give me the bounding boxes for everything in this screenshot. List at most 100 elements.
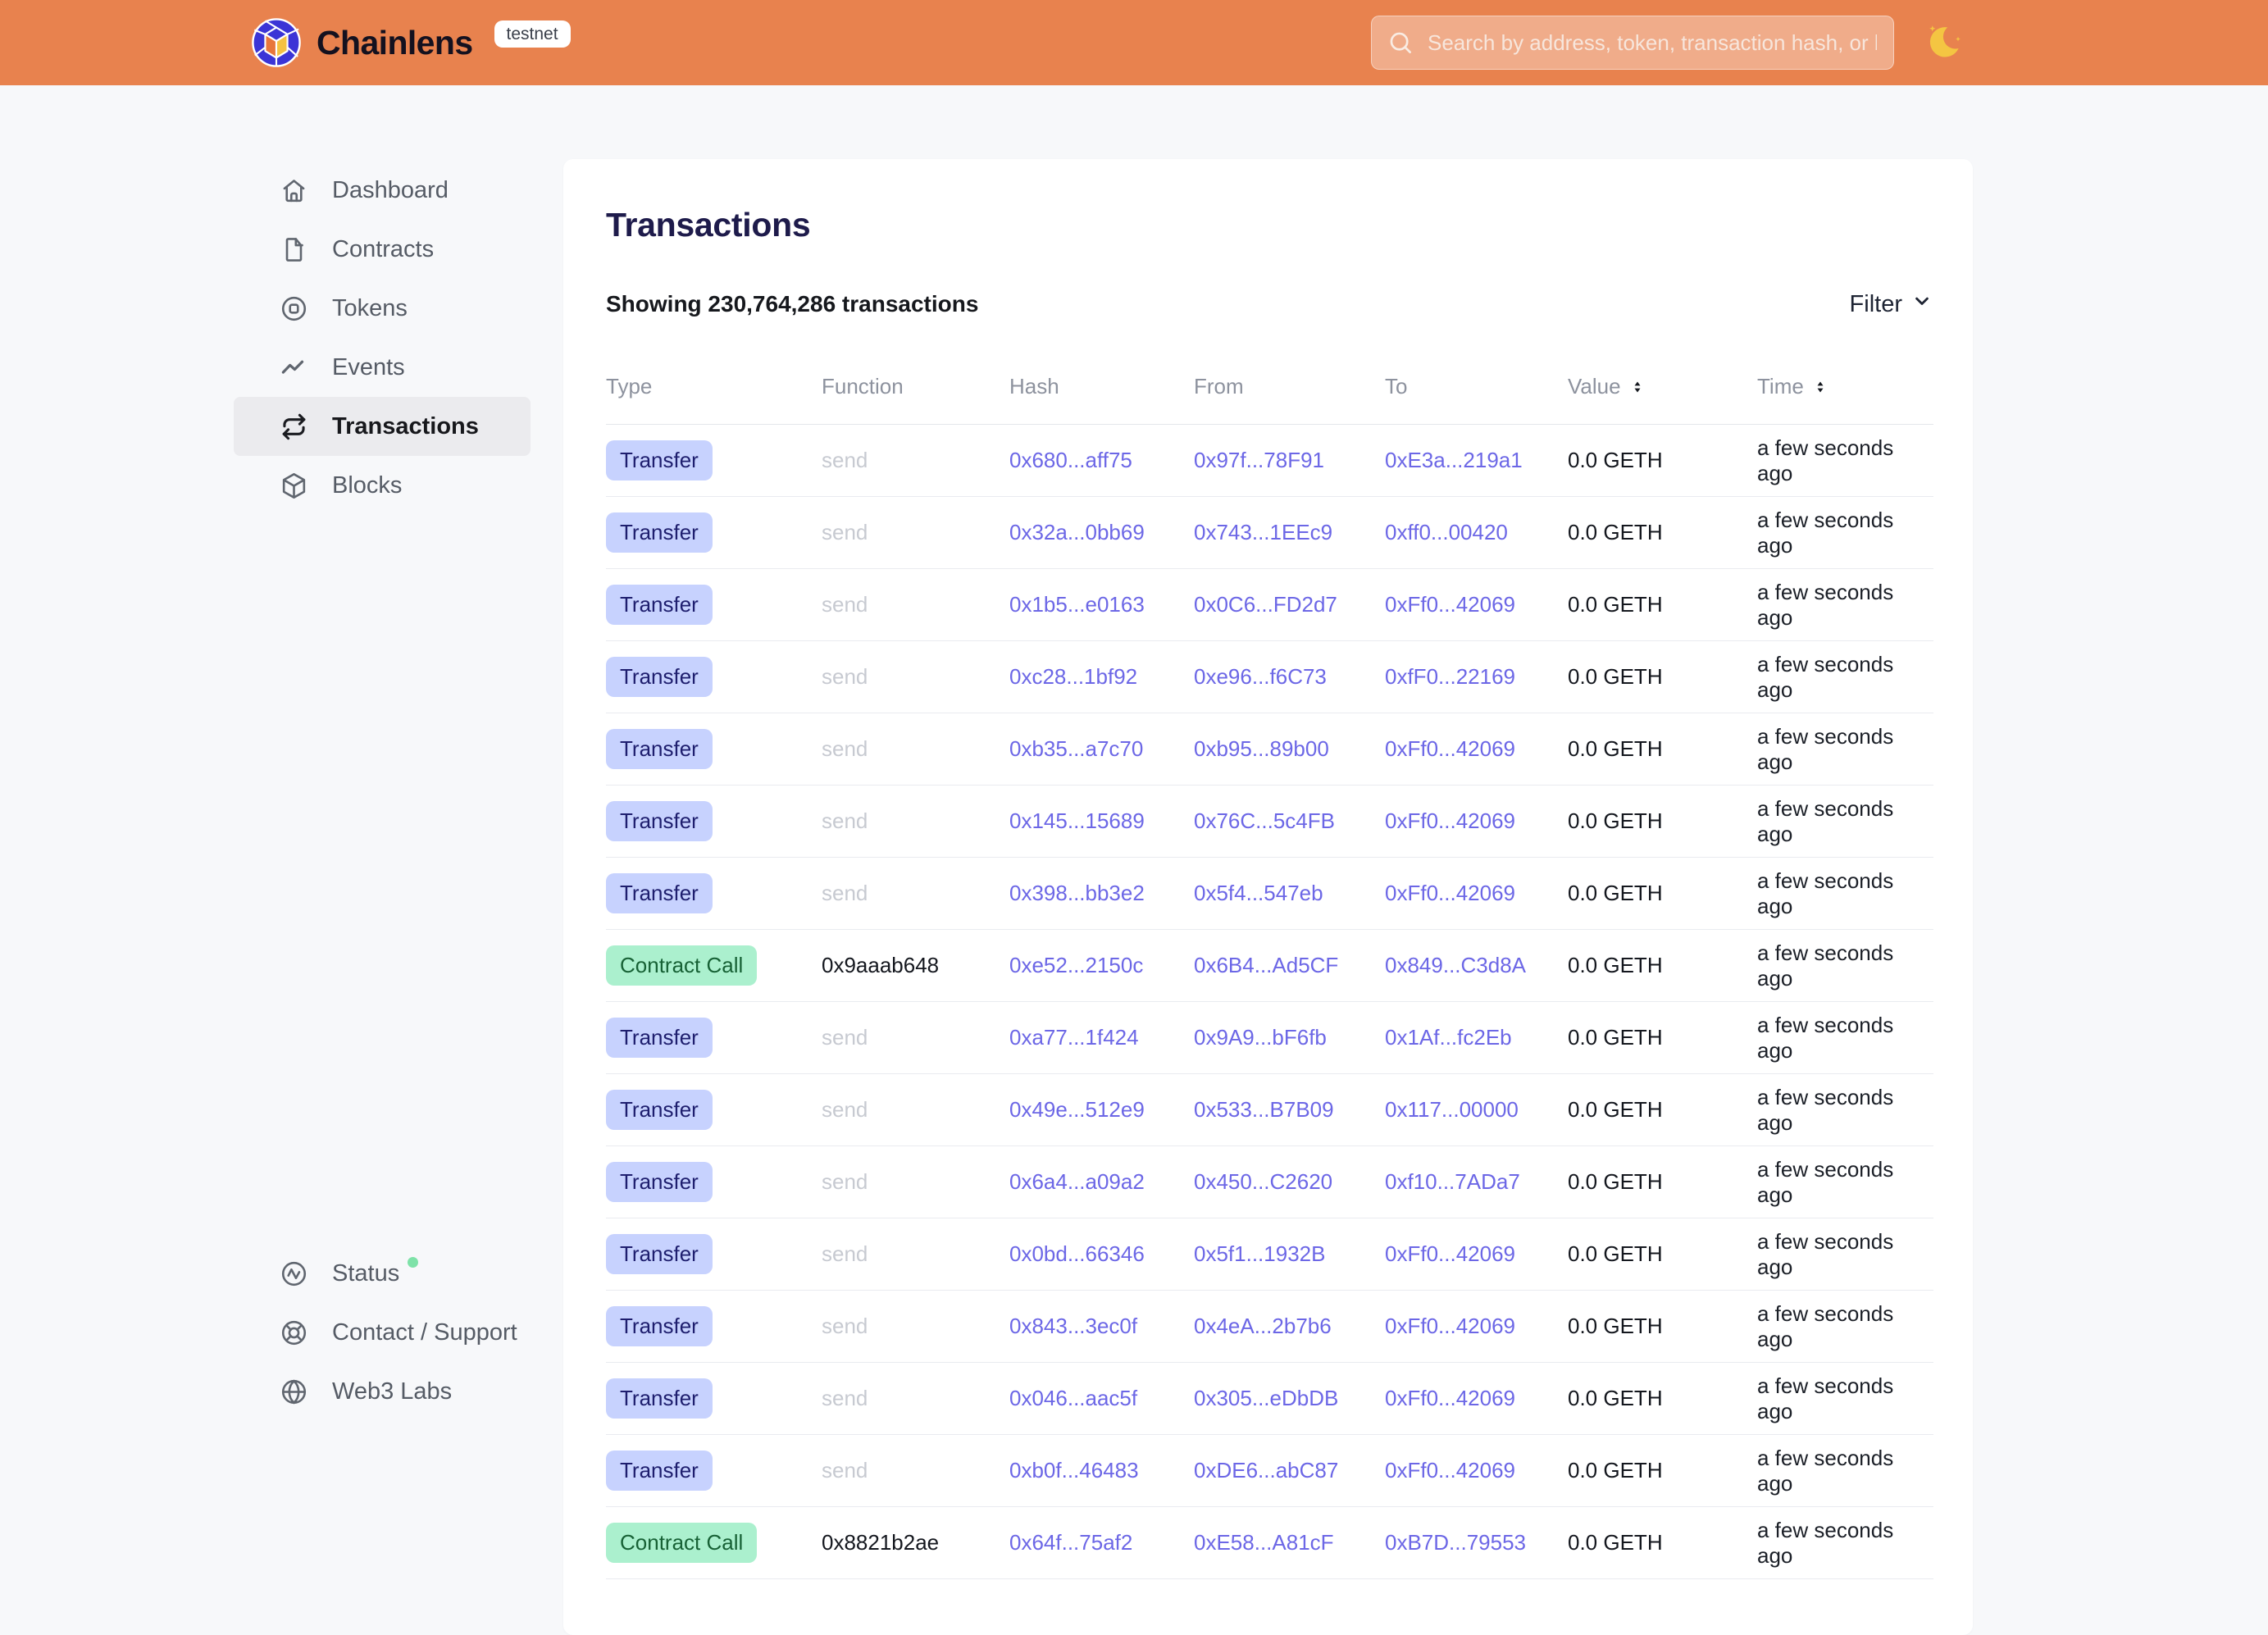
tx-hash-link[interactable]: 0x680...aff75 bbox=[1009, 448, 1132, 472]
from-address-link[interactable]: 0x6B4...Ad5CF bbox=[1194, 953, 1338, 977]
from-address-link[interactable]: 0xe96...f6C73 bbox=[1194, 664, 1327, 689]
table-body: Transfersend0x680...aff750x97f...78F910x… bbox=[606, 425, 1933, 1579]
tx-hash-link[interactable]: 0x046...aac5f bbox=[1009, 1386, 1137, 1410]
to-address-link[interactable]: 0xE3a...219a1 bbox=[1385, 448, 1523, 472]
table-row: Transfersend0x398...bb3e20x5f4...547eb0x… bbox=[606, 858, 1933, 930]
to-address-link[interactable]: 0xff0...00420 bbox=[1385, 520, 1508, 544]
tx-hash-link[interactable]: 0x6a4...a09a2 bbox=[1009, 1169, 1145, 1194]
sidebar-item-status[interactable]: Status bbox=[234, 1244, 531, 1303]
to-address-link[interactable]: 0xFf0...42069 bbox=[1385, 808, 1515, 833]
from-address-link[interactable]: 0xb95...89b00 bbox=[1194, 736, 1329, 761]
to-address-link[interactable]: 0xFf0...42069 bbox=[1385, 881, 1515, 905]
to-address-link[interactable]: 0x1Af...fc2Eb bbox=[1385, 1025, 1512, 1050]
tx-hash-link[interactable]: 0x0bd...66346 bbox=[1009, 1241, 1145, 1266]
to-address-link[interactable]: 0xfF0...22169 bbox=[1385, 664, 1515, 689]
tx-hash-link[interactable]: 0x32a...0bb69 bbox=[1009, 520, 1145, 544]
function-cell: send bbox=[822, 520, 1009, 545]
time-cell: a few seconds ago bbox=[1757, 1518, 1933, 1569]
tx-hash-link[interactable]: 0x145...15689 bbox=[1009, 808, 1145, 833]
to-address-link[interactable]: 0xFf0...42069 bbox=[1385, 1241, 1515, 1266]
tx-hash-link[interactable]: 0x398...bb3e2 bbox=[1009, 881, 1145, 905]
column-label: From bbox=[1194, 374, 1244, 399]
theme-toggle-button[interactable] bbox=[1924, 23, 1963, 62]
from-address-link[interactable]: 0x76C...5c4FB bbox=[1194, 808, 1335, 833]
to-address-link[interactable]: 0xFf0...42069 bbox=[1385, 1386, 1515, 1410]
page-title: Transactions bbox=[606, 205, 1933, 244]
value-cell: 0.0 GETH bbox=[1568, 1169, 1757, 1195]
column-label: To bbox=[1385, 374, 1407, 399]
function-cell: send bbox=[822, 1386, 1009, 1411]
from-address-link[interactable]: 0xE58...A81cF bbox=[1194, 1530, 1334, 1555]
sidebar-item-label: Dashboard bbox=[332, 177, 449, 204]
from-address-link[interactable]: 0x533...B7B09 bbox=[1194, 1097, 1334, 1122]
table-row: Transfersend0x49e...512e90x533...B7B090x… bbox=[606, 1074, 1933, 1146]
sidebar-item-web3-labs[interactable]: Web3 Labs bbox=[234, 1362, 531, 1421]
time-cell: a few seconds ago bbox=[1757, 940, 1933, 991]
column-header-type: Type bbox=[606, 374, 822, 399]
tx-hash-link[interactable]: 0x64f...75af2 bbox=[1009, 1530, 1132, 1555]
from-address-link[interactable]: 0x5f1...1932B bbox=[1194, 1241, 1325, 1266]
value-cell: 0.0 GETH bbox=[1568, 664, 1757, 690]
from-address-link[interactable]: 0x0C6...FD2d7 bbox=[1194, 592, 1337, 617]
sidebar-item-blocks[interactable]: Blocks bbox=[234, 456, 531, 515]
column-header-time[interactable]: Time bbox=[1757, 374, 1933, 399]
tx-hash-link[interactable]: 0x843...3ec0f bbox=[1009, 1314, 1137, 1338]
tx-hash-link[interactable]: 0xa77...1f424 bbox=[1009, 1025, 1139, 1050]
type-badge: Contract Call bbox=[606, 1523, 757, 1563]
table-subheader: Showing 230,764,286 transactions Filter bbox=[606, 289, 1933, 320]
table-row: Transfersend0x145...156890x76C...5c4FB0x… bbox=[606, 786, 1933, 858]
column-header-value[interactable]: Value bbox=[1568, 374, 1757, 399]
function-cell: send bbox=[822, 808, 1009, 834]
tx-hash-link[interactable]: 0xe52...2150c bbox=[1009, 953, 1143, 977]
tx-hash-link[interactable]: 0xb0f...46483 bbox=[1009, 1458, 1139, 1482]
sidebar-item-label: Contact / Support bbox=[332, 1319, 517, 1346]
from-address-link[interactable]: 0x743...1EEc9 bbox=[1194, 520, 1332, 544]
sidebar-item-contracts[interactable]: Contracts bbox=[234, 220, 531, 279]
sidebar-item-events[interactable]: Events bbox=[234, 338, 531, 397]
table-header-row: TypeFunctionHashFromToValueTime bbox=[606, 320, 1933, 425]
value-cell: 0.0 GETH bbox=[1568, 448, 1757, 473]
table-row: Transfersend0x1b5...e01630x0C6...FD2d70x… bbox=[606, 569, 1933, 641]
to-address-link[interactable]: 0xf10...7ADa7 bbox=[1385, 1169, 1520, 1194]
to-address-link[interactable]: 0x117...00000 bbox=[1385, 1097, 1519, 1122]
table-row: Transfersend0x843...3ec0f0x4eA...2b7b60x… bbox=[606, 1291, 1933, 1363]
from-address-link[interactable]: 0x9A9...bF6fb bbox=[1194, 1025, 1327, 1050]
table-row: Transfersend0x6a4...a09a20x450...C26200x… bbox=[606, 1146, 1933, 1218]
function-cell: 0x9aaab648 bbox=[822, 953, 1009, 978]
tx-hash-link[interactable]: 0x1b5...e0163 bbox=[1009, 592, 1145, 617]
tx-hash-link[interactable]: 0xc28...1bf92 bbox=[1009, 664, 1137, 689]
search-input[interactable] bbox=[1426, 30, 1879, 57]
from-address-link[interactable]: 0x4eA...2b7b6 bbox=[1194, 1314, 1332, 1338]
brand[interactable]: Chainlens testnet bbox=[251, 17, 571, 68]
sidebar-item-transactions[interactable]: Transactions bbox=[234, 397, 531, 456]
to-address-link[interactable]: 0x849...C3d8A bbox=[1385, 953, 1526, 977]
to-address-link[interactable]: 0xB7D...79553 bbox=[1385, 1530, 1526, 1555]
time-cell: a few seconds ago bbox=[1757, 1301, 1933, 1352]
to-address-link[interactable]: 0xFf0...42069 bbox=[1385, 592, 1515, 617]
value-cell: 0.0 GETH bbox=[1568, 1314, 1757, 1339]
sidebar-item-tokens[interactable]: Tokens bbox=[234, 279, 531, 338]
tx-hash-link[interactable]: 0x49e...512e9 bbox=[1009, 1097, 1145, 1122]
from-address-link[interactable]: 0xDE6...abC87 bbox=[1194, 1458, 1338, 1482]
from-address-link[interactable]: 0x305...eDbDB bbox=[1194, 1386, 1338, 1410]
from-address-link[interactable]: 0x450...C2620 bbox=[1194, 1169, 1332, 1194]
sidebar-footer: Status Contact / Support Web3 Labs bbox=[234, 1244, 531, 1421]
tx-hash-link[interactable]: 0xb35...a7c70 bbox=[1009, 736, 1143, 761]
sidebar-item-contact-support[interactable]: Contact / Support bbox=[234, 1303, 531, 1362]
to-address-link[interactable]: 0xFf0...42069 bbox=[1385, 736, 1515, 761]
filter-button[interactable]: Filter bbox=[1850, 289, 1933, 319]
network-badge: testnet bbox=[494, 20, 571, 48]
column-label: Hash bbox=[1009, 374, 1059, 399]
function-cell: 0x8821b2ae bbox=[822, 1530, 1009, 1555]
time-cell: a few seconds ago bbox=[1757, 1229, 1933, 1280]
sidebar-item-label: Blocks bbox=[332, 472, 402, 499]
sidebar-item-dashboard[interactable]: Dashboard bbox=[234, 161, 531, 220]
value-cell: 0.0 GETH bbox=[1568, 520, 1757, 545]
from-address-link[interactable]: 0x5f4...547eb bbox=[1194, 881, 1323, 905]
value-cell: 0.0 GETH bbox=[1568, 1241, 1757, 1267]
to-address-link[interactable]: 0xFf0...42069 bbox=[1385, 1458, 1515, 1482]
from-address-link[interactable]: 0x97f...78F91 bbox=[1194, 448, 1324, 472]
status-icon bbox=[279, 1259, 309, 1289]
table-row: Contract Call0x9aaab6480xe52...2150c0x6B… bbox=[606, 930, 1933, 1002]
to-address-link[interactable]: 0xFf0...42069 bbox=[1385, 1314, 1515, 1338]
